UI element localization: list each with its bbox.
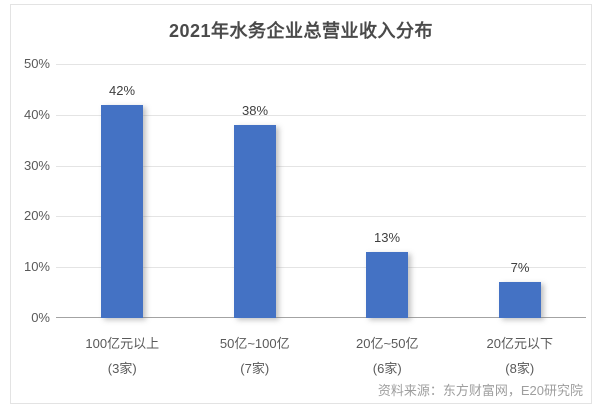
- category-range-label: 50亿~100亿: [219, 336, 290, 351]
- bar-3: [366, 252, 408, 318]
- y-axis-tick-label: 50%: [23, 56, 50, 71]
- gridline: [56, 64, 586, 65]
- chart-card: 2021年水务企业总营业收入分布 0% 10% 20% 30% 40% 50% 42% 38%…: [10, 4, 592, 404]
- y-axis-tick-label: 20%: [23, 208, 50, 223]
- x-axis-category-label: 20亿元以下 (8家): [454, 331, 587, 381]
- bar-value-label: 7%: [510, 260, 530, 275]
- category-range-label: 20亿~50亿: [355, 336, 419, 351]
- gridline: [56, 216, 586, 217]
- bar-4: [499, 282, 541, 318]
- category-count-label: (6家): [372, 361, 402, 376]
- gridline: [56, 166, 586, 167]
- category-count-label: (7家): [240, 361, 270, 376]
- category-range-label: 100亿元以上: [85, 336, 160, 351]
- bar-value-label: 42%: [108, 83, 136, 98]
- category-count-label: (3家): [107, 361, 137, 376]
- x-axis-line: [56, 317, 586, 318]
- x-axis-category-label: 100亿元以上 (3家): [56, 331, 189, 381]
- source-note: 资料来源：东方财富网，E20研究院: [377, 383, 583, 398]
- x-axis-category-label: 50亿~100亿 (7家): [189, 331, 322, 381]
- bar-value-label: 38%: [241, 103, 269, 118]
- category-count-label: (8家): [505, 361, 535, 376]
- y-axis-tick-label: 0%: [31, 310, 50, 325]
- bar-value-label: 13%: [373, 230, 401, 245]
- gridline: [56, 267, 586, 268]
- x-axis-category-label: 20亿~50亿 (6家): [321, 331, 454, 381]
- y-axis-tick-label: 30%: [23, 158, 50, 173]
- x-axis-labels: 100亿元以上 (3家) 50亿~100亿 (7家) 20亿~50亿 (6家) 20亿元以下…: [56, 331, 586, 381]
- bar-2: [234, 125, 276, 318]
- y-axis-tick-label: 40%: [23, 107, 50, 122]
- y-axis-tick-label: 10%: [23, 259, 50, 274]
- gridline: [56, 115, 586, 116]
- bar-1: [101, 105, 143, 318]
- chart-title: 2021年水务企业总营业收入分布: [168, 21, 434, 41]
- plot-area: 0% 10% 20% 30% 40% 50% 42% 38% 13% 7%: [24, 56, 586, 325]
- category-range-label: 20亿元以下: [486, 336, 553, 351]
